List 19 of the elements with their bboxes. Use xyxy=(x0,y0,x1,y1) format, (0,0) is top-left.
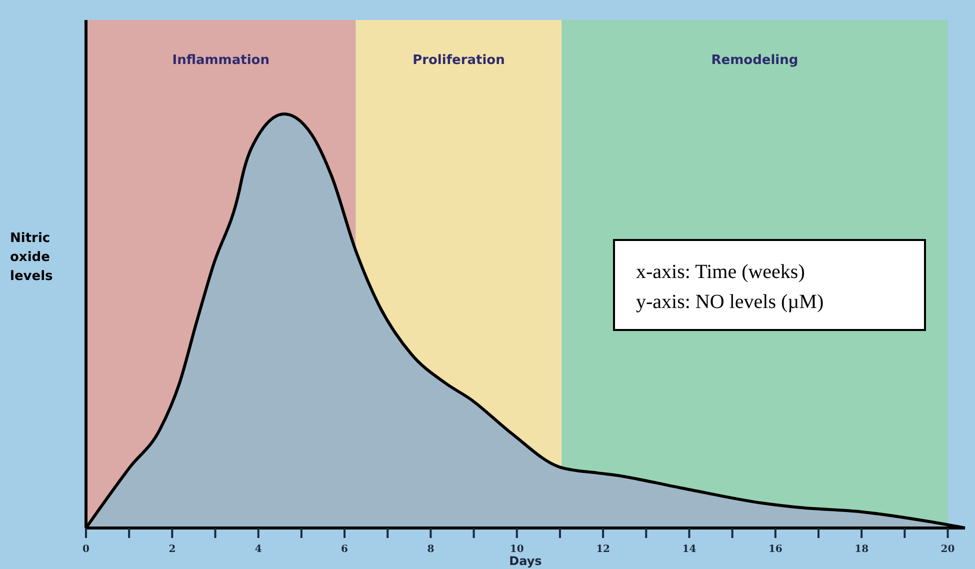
annotation: y-axis: NO levels (µM) xyxy=(636,291,824,313)
x-tick-label: 14 xyxy=(682,544,696,555)
x-tick-label: 2 xyxy=(168,544,176,555)
x-axis-title: Days xyxy=(509,554,542,568)
x-tick-label: 6 xyxy=(341,544,348,555)
x-tick-label: 4 xyxy=(254,544,262,555)
x-tick-label: 12 xyxy=(596,544,610,555)
band-label: Inflammation xyxy=(172,53,270,68)
x-tick-label: 10 xyxy=(510,544,524,555)
x-tick-label: 16 xyxy=(768,544,782,555)
text-box: x-axis: Time (weeks) y-axis: NO levels (µM) xyxy=(613,239,926,331)
x-tick-label: 0 xyxy=(82,544,90,555)
band-label: Proliferation xyxy=(412,53,505,68)
x-tick-label: 20 xyxy=(940,544,955,555)
annotation: x-axis: Time (weeks) xyxy=(636,261,805,283)
x-tick-label: 18 xyxy=(854,544,869,555)
y-axis-title: Nitric oxide levels xyxy=(10,231,54,284)
band-label: Remodeling xyxy=(711,53,798,68)
x-tick-label: 8 xyxy=(427,544,434,555)
